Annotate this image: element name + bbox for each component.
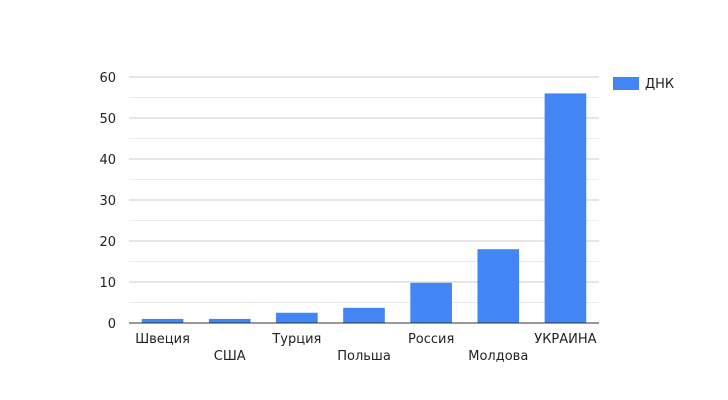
- bar[interactable]: [410, 282, 452, 323]
- x-category-label: США: [214, 349, 246, 364]
- bar[interactable]: [343, 307, 385, 323]
- x-axis-labels: Швеция США Турция Польша Россия Молдова УКРАИН…: [135, 332, 596, 364]
- y-tick-label: 30: [99, 194, 116, 209]
- y-tick-label: 40: [99, 153, 116, 168]
- y-axis-ticks: 0 10 20 30 40 50 60: [99, 71, 116, 332]
- x-category-label: Турция: [271, 332, 321, 347]
- y-tick-label: 10: [99, 276, 116, 291]
- y-tick-label: 20: [99, 235, 116, 250]
- legend-label: ДНК: [645, 77, 674, 92]
- x-category-label: Россия: [408, 332, 454, 347]
- y-tick-label: 60: [99, 71, 116, 86]
- bar[interactable]: [544, 93, 587, 324]
- bars: [141, 93, 587, 324]
- bar[interactable]: [477, 249, 520, 323]
- bar[interactable]: [208, 318, 251, 323]
- bar[interactable]: [276, 312, 318, 323]
- y-tick-label: 0: [108, 317, 116, 332]
- x-category-label: Швеция: [135, 332, 190, 347]
- y-tick-label: 50: [99, 112, 116, 127]
- x-category-label: УКРАИНА: [534, 332, 596, 347]
- bar[interactable]: [141, 318, 184, 323]
- x-category-label: Польша: [337, 349, 391, 364]
- legend[interactable]: ДНК: [613, 77, 674, 92]
- grid-lines: [129, 76, 599, 303]
- x-category-label: Молдова: [468, 349, 528, 364]
- legend-swatch: [613, 77, 639, 90]
